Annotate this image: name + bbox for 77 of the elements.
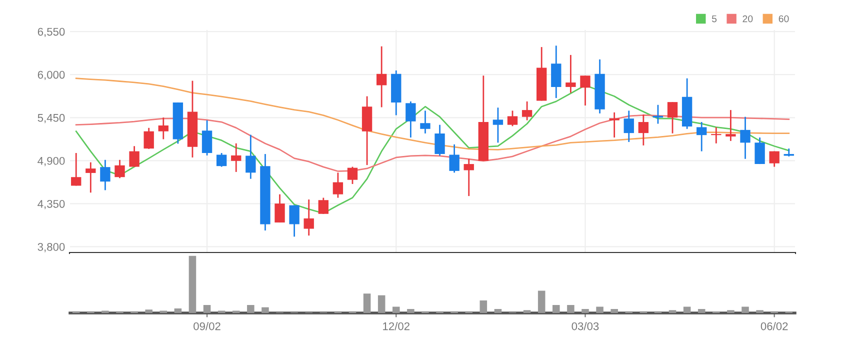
candlestick	[71, 152, 82, 186]
legend-label: 60	[778, 15, 789, 22]
candlestick	[274, 194, 285, 224]
candlestick	[464, 158, 474, 197]
legend-label: 5	[712, 15, 717, 22]
bar	[668, 310, 676, 313]
candlestick	[100, 159, 110, 191]
candlestick	[522, 100, 532, 121]
candlestick	[638, 114, 649, 146]
candlestick	[304, 198, 314, 236]
bar	[538, 290, 546, 313]
candlestick	[740, 116, 750, 160]
y-tick-label: 5,450	[38, 114, 65, 124]
candlestick	[376, 46, 387, 108]
candlestick	[406, 100, 416, 138]
candlestick	[492, 106, 504, 144]
candlestick	[711, 126, 722, 144]
x-tick-label: 03/03	[572, 322, 599, 330]
candlestick	[624, 110, 634, 143]
candlestick	[609, 112, 620, 138]
x-tick-label: 06/02	[760, 322, 788, 330]
candlestick	[318, 197, 328, 215]
bar	[698, 309, 706, 313]
bar	[683, 306, 691, 313]
candlestick	[332, 172, 344, 198]
legend-label: 20	[742, 15, 753, 22]
candlestick	[246, 134, 256, 180]
candlestick	[696, 121, 707, 152]
bar	[596, 306, 604, 313]
candlestick	[769, 150, 780, 168]
y-tick-label: 4,350	[38, 200, 65, 210]
candlestick	[667, 101, 678, 134]
candlestick	[144, 127, 154, 150]
candlestick	[726, 109, 736, 142]
candlestick	[754, 136, 765, 165]
candlestick	[231, 142, 242, 173]
bar	[247, 305, 254, 313]
bar	[262, 307, 269, 313]
candlestick	[202, 120, 212, 156]
candlestick	[507, 110, 518, 127]
bar	[742, 306, 749, 313]
x-tick-label: 12/02	[383, 322, 410, 330]
candlestick	[449, 144, 460, 174]
bar	[552, 305, 560, 313]
bar	[523, 310, 531, 313]
bar	[174, 308, 182, 313]
bar	[363, 294, 371, 313]
bar	[727, 310, 734, 313]
bar	[188, 256, 196, 313]
bar	[610, 309, 618, 313]
candlestick	[216, 152, 227, 168]
y-tick-label: 3,800	[38, 243, 65, 252]
bar	[145, 310, 152, 313]
candlestick	[566, 54, 576, 94]
y-tick-label: 6,000	[38, 70, 65, 80]
bar	[567, 305, 574, 313]
y-tick-label: 6,550	[38, 28, 65, 38]
candlestick	[420, 110, 430, 134]
bar	[407, 309, 414, 313]
bar	[392, 306, 400, 313]
candlestick	[434, 124, 445, 156]
x-tick-label: 09/02	[194, 322, 220, 330]
candlestick	[347, 166, 358, 185]
bar	[582, 309, 589, 313]
candlestick	[580, 74, 590, 106]
y-tick-label: 4,900	[38, 156, 65, 166]
bar	[494, 309, 502, 313]
candlestick	[289, 204, 300, 238]
candlestick	[86, 162, 96, 194]
candlestick	[114, 159, 125, 179]
bar	[203, 305, 211, 313]
candlestick	[129, 145, 140, 168]
candlestick	[551, 44, 562, 99]
candlestick	[158, 116, 168, 140]
bar	[378, 295, 386, 313]
bar	[480, 300, 488, 313]
bar	[756, 310, 764, 313]
